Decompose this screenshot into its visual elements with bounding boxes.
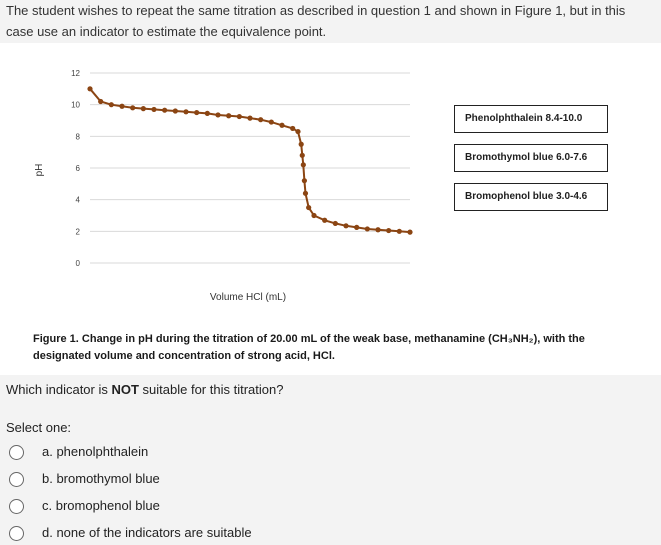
data-point	[302, 190, 309, 196]
question-text: Which indicator is NOT suitable for this…	[6, 382, 283, 397]
data-point	[332, 220, 338, 227]
data-point	[299, 152, 305, 158]
data-point	[204, 110, 210, 116]
data-point	[258, 117, 264, 123]
radio-button[interactable]	[9, 499, 24, 514]
question-suffix: suitable for this titration?	[138, 382, 284, 397]
data-point	[108, 102, 114, 108]
data-point	[268, 119, 274, 125]
data-point	[396, 228, 402, 234]
data-point	[183, 109, 189, 115]
y-tick-label: 0	[76, 259, 81, 268]
data-point	[130, 105, 136, 111]
data-point	[119, 103, 125, 109]
y-tick-label: 6	[76, 164, 81, 173]
data-point	[343, 223, 349, 229]
titration-chart: 0 2 4 6 8 10 12 pH Volume HCl (mL)	[34, 69, 413, 303]
data-point	[279, 122, 285, 128]
y-tick-label: 8	[76, 132, 81, 141]
option-label: c. bromophenol blue	[42, 498, 160, 513]
figure-caption-label: Figure 1.	[33, 333, 79, 345]
data-point	[247, 115, 253, 121]
data-point	[226, 113, 232, 119]
option-label: b. bromothymol blue	[42, 471, 160, 486]
data-point	[236, 113, 242, 120]
data-point	[98, 98, 104, 105]
data-point	[298, 141, 304, 147]
data-point	[407, 229, 413, 235]
question-prefix: Which indicator is	[6, 382, 112, 397]
data-point	[87, 86, 93, 92]
data-point	[322, 217, 328, 223]
data-point	[364, 226, 370, 232]
data-point	[354, 224, 360, 230]
data-point	[300, 162, 306, 168]
y-tick-label: 12	[71, 69, 80, 78]
data-point	[311, 212, 317, 219]
data-point	[151, 106, 157, 113]
option-label: d. none of the indicators are suitable	[42, 525, 252, 540]
radio-button[interactable]	[9, 445, 24, 460]
data-point	[295, 128, 301, 135]
figure-caption-text: Change in pH during the titration of 20.…	[33, 333, 585, 362]
data-point	[375, 227, 381, 233]
data-point	[306, 204, 312, 211]
legend-phenolphthalein: Phenolphthalein 8.4-10.0	[454, 105, 608, 133]
data-point	[301, 178, 307, 184]
y-tick-label: 2	[76, 227, 81, 236]
data-point	[162, 107, 168, 113]
x-axis-label: Volume HCl (mL)	[210, 292, 286, 303]
legend-bromothymol-blue: Bromothymol blue 6.0-7.6	[454, 144, 608, 172]
question-emphasis: NOT	[111, 382, 139, 397]
legend-bromophenol-blue: Bromophenol blue 3.0-4.6	[454, 183, 608, 211]
data-point	[140, 106, 146, 112]
figure-caption: Figure 1. Change in pH during the titrat…	[33, 331, 633, 365]
radio-button[interactable]	[9, 526, 24, 541]
data-point	[172, 108, 178, 114]
radio-button[interactable]	[9, 472, 24, 487]
y-tick-label: 4	[76, 196, 81, 205]
data-point	[290, 125, 296, 132]
y-axis-label: pH	[34, 164, 45, 177]
series-line	[89, 88, 411, 234]
option-label: a. phenolphthalein	[42, 444, 149, 459]
y-tick-label: 10	[71, 101, 80, 110]
data-point	[194, 109, 200, 116]
data-point	[215, 112, 221, 118]
data-point	[386, 227, 392, 234]
question-intro: The student wishes to repeat the same ti…	[0, 0, 661, 43]
select-one-label: Select one:	[6, 420, 72, 435]
